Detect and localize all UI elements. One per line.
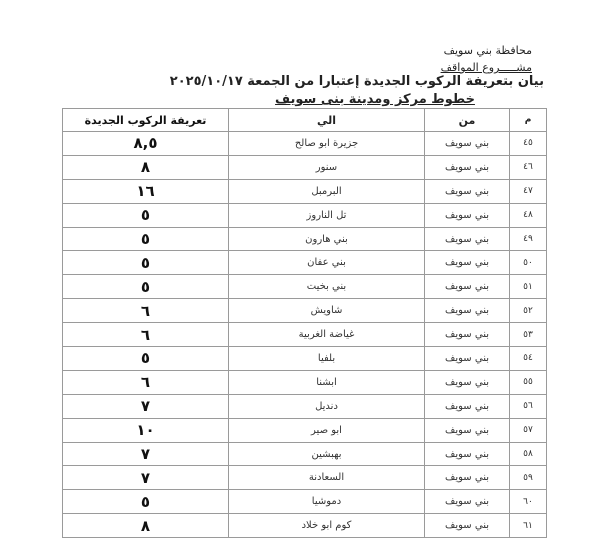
row-number: ٥٤ [509, 346, 547, 371]
table-row: ٦٠ بني سويف دموشيا ٥ [62, 489, 547, 515]
row-fare: ٧ [62, 441, 229, 467]
row-to: دموشيا [228, 489, 425, 515]
row-fare: ١٠ [62, 417, 229, 443]
row-to: بني بخيت [228, 274, 425, 300]
row-from: بني سويف [424, 346, 510, 371]
row-number: ٤٦ [509, 154, 547, 180]
row-from: بني سويف [424, 154, 510, 180]
table-row: ٥٩ بني سويف السعادنة ٧ [62, 465, 547, 491]
row-to: تل الناروز [228, 202, 425, 228]
row-to: السعادنة [228, 465, 425, 491]
row-to: كوم ابو خلاد [228, 513, 425, 539]
row-fare: ٨,٥ [62, 131, 229, 156]
row-fare: ٦ [62, 322, 229, 348]
row-from: بني سويف [424, 465, 510, 491]
table-row: ٥٣ بني سويف غياضة الغربية ٦ [62, 322, 547, 348]
row-from: بني سويف [424, 178, 510, 204]
row-to: ابو صير [228, 417, 425, 443]
governorate-label: محافظة بني سويف [443, 44, 532, 57]
table-row: ٤٨ بني سويف تل الناروز ٥ [62, 202, 547, 228]
row-fare: ٥ [62, 202, 229, 228]
row-fare: ٦ [62, 298, 229, 324]
table-row: ٥٢ بني سويف شاويش ٦ [62, 298, 547, 324]
row-fare: ٧ [62, 465, 229, 491]
row-from: بني سويف [424, 250, 510, 276]
column-header-fare: تعريفة الركوب الجديدة [62, 108, 229, 132]
table-row: ٥٨ بني سويف بهبشين ٧ [62, 441, 547, 467]
row-fare: ٥ [62, 250, 229, 276]
table-row: ٥٠ بني سويف بني عفان ٥ [62, 250, 547, 276]
row-to: بني عفان [228, 250, 425, 276]
row-number: ٥٦ [509, 393, 547, 419]
table-row: ٤٩ بني سويف بني هارون ٥ [62, 226, 547, 252]
row-to: بلفيا [228, 346, 425, 371]
row-fare: ٥ [62, 346, 229, 371]
fare-table: م من الي تعريفة الركوب الجديدة ٤٥ بني سوي… [62, 108, 547, 539]
row-fare: ٨ [62, 154, 229, 180]
table-row: ٤٦ بني سويف سنور ٨ [62, 154, 547, 180]
table-row: ٤٥ بني سويف جزيرة ابو صالح ٨,٥ [62, 131, 547, 156]
row-number: ٥٩ [509, 465, 547, 491]
row-to: دنديل [228, 393, 425, 419]
row-number: ٤٩ [509, 226, 547, 252]
row-fare: ٥ [62, 226, 229, 252]
row-from: بني سويف [424, 417, 510, 443]
row-from: بني سويف [424, 322, 510, 348]
row-number: ٤٥ [509, 131, 547, 156]
table-row: ٥٧ بني سويف ابو صير ١٠ [62, 417, 547, 443]
row-number: ٥٠ [509, 250, 547, 276]
row-fare: ٦ [62, 369, 229, 395]
row-number: ٥٣ [509, 322, 547, 348]
table-header-row: م من الي تعريفة الركوب الجديدة [62, 108, 547, 132]
row-number: ٥٥ [509, 369, 547, 395]
row-to: بني هارون [228, 226, 425, 252]
row-to: غياضة الغربية [228, 322, 425, 348]
row-fare: ٥ [62, 489, 229, 515]
table-row: ٥٤ بني سويف بلفيا ٥ [62, 346, 547, 371]
row-from: بني سويف [424, 393, 510, 419]
row-from: بني سويف [424, 489, 510, 515]
row-fare: ٧ [62, 393, 229, 419]
subtitle-text: خطوط مركز ومدينة بنى سويف [275, 92, 475, 107]
table-row: ٥٦ بني سويف دنديل ٧ [62, 393, 547, 419]
project-label: مشـــــروع المواقف [440, 61, 532, 74]
row-to: بهبشين [228, 441, 425, 467]
row-number: ٥١ [509, 274, 547, 300]
row-to: شاويش [228, 298, 425, 324]
column-header-to: الي [228, 108, 425, 132]
row-from: بني سويف [424, 274, 510, 300]
row-from: بني سويف [424, 226, 510, 252]
table-row: ٥٥ بني سويف ابشنا ٦ [62, 369, 547, 395]
row-from: بني سويف [424, 513, 510, 539]
row-from: بني سويف [424, 369, 510, 395]
row-from: بني سويف [424, 298, 510, 324]
row-from: بني سويف [424, 131, 510, 156]
row-number: ٤٧ [509, 178, 547, 204]
row-to: سنور [228, 154, 425, 180]
row-fare: ١٦ [62, 178, 229, 204]
row-number: ٥٢ [509, 298, 547, 324]
row-number: ٦١ [509, 513, 547, 539]
column-header-number: م [509, 108, 547, 132]
table-row: ٦١ بني سويف كوم ابو خلاد ٨ [62, 513, 547, 539]
row-to: جزيرة ابو صالح [228, 131, 425, 156]
row-number: ٤٨ [509, 202, 547, 228]
row-fare: ٨ [62, 513, 229, 539]
row-from: بني سويف [424, 441, 510, 467]
row-from: بني سويف [424, 202, 510, 228]
row-number: ٦٠ [509, 489, 547, 515]
row-to: ابشنا [228, 369, 425, 395]
table-row: ٥١ بني سويف بني بخيت ٥ [62, 274, 547, 300]
column-header-from: من [424, 108, 510, 132]
row-number: ٥٧ [509, 417, 547, 443]
row-fare: ٥ [62, 274, 229, 300]
row-to: البرمبل [228, 178, 425, 204]
document-subtitle: خطوط مركز ومدينة بنى سويف [0, 92, 600, 107]
row-number: ٥٨ [509, 441, 547, 467]
table-row: ٤٧ بني سويف البرمبل ١٦ [62, 178, 547, 204]
document-title: بيان بتعريفة الركوب الجديدة إعتبارا من ا… [169, 74, 544, 89]
